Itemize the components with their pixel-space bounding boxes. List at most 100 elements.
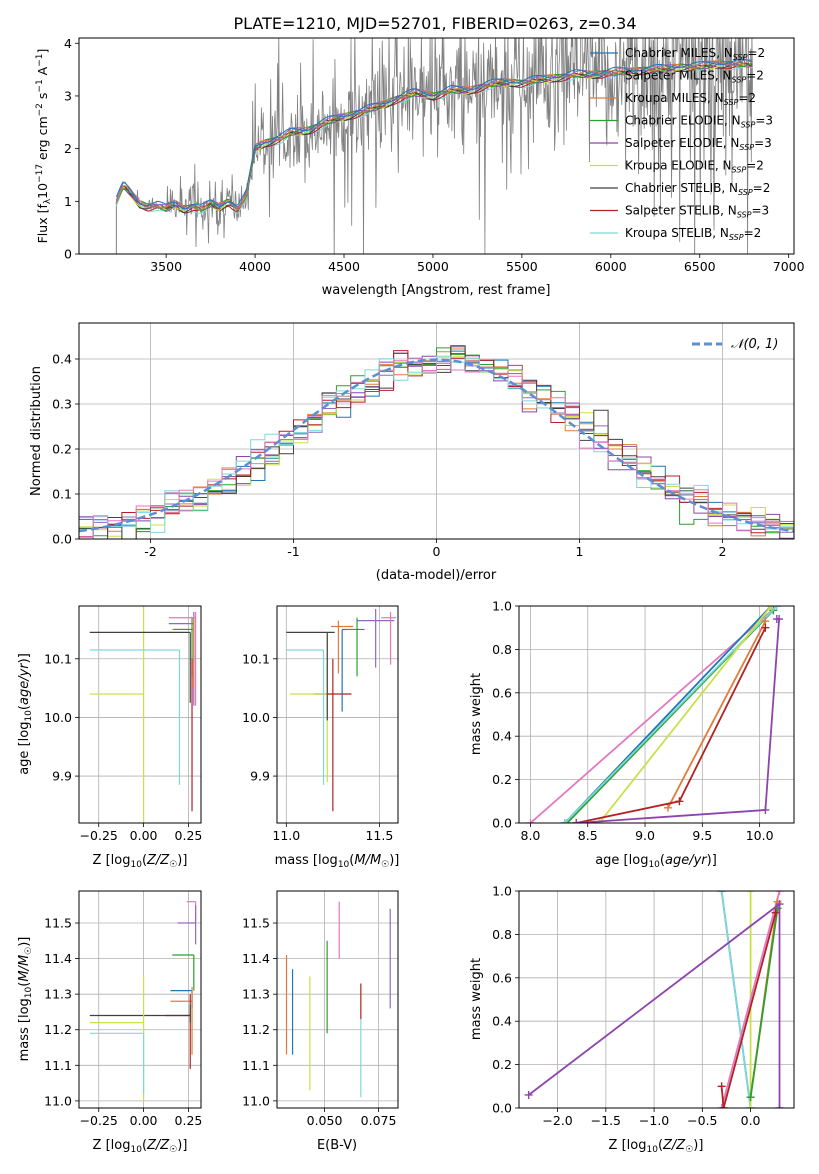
y-tick-label: 0.6 — [492, 970, 512, 985]
y-tick-label: 1 — [64, 194, 72, 209]
y-tick-label: 10.1 — [242, 651, 270, 666]
model-spectrum-chabrier-stelib — [115, 62, 753, 214]
x-tick-label: 9.5 — [692, 828, 712, 843]
x-tick-label: 11.0 — [272, 828, 300, 843]
y-tick-label: 10.0 — [44, 710, 72, 725]
mass-weight-marker — [746, 891, 755, 895]
legend-label: Salpeter MILES, NSSP=2 — [625, 69, 764, 85]
x-tick-label: 5500 — [506, 259, 538, 274]
y-tick-label: 10.0 — [242, 710, 270, 725]
mass-weight-marker — [719, 1104, 728, 1108]
x-tick-label: −2.0 — [542, 1113, 572, 1128]
y-tick-label: 0.8 — [492, 642, 512, 657]
mass-weight-marker — [746, 1104, 755, 1108]
mass-weight-marker — [775, 1104, 784, 1108]
mass-weight-marker — [560, 819, 569, 823]
mass-weight-marker — [572, 819, 581, 823]
legend-label: Kroupa ELODIE, NSSP=2 — [625, 159, 764, 175]
x-tick-label: -1 — [287, 544, 299, 559]
normal-legend-label: 𝒩(0, 1) — [731, 337, 778, 352]
mass-weight-marker — [775, 891, 784, 895]
y-tick-label: 0.8 — [492, 927, 512, 942]
weight-vs-z-xlabel: Z [log10(Z/Z☉)] — [609, 1138, 704, 1155]
y-tick-label: 11.0 — [242, 1093, 270, 1108]
residuals-ylabel: Normed distribution — [29, 366, 44, 496]
weight-vs-age-ylabel: mass weight — [469, 673, 484, 755]
mass-weight-marker — [524, 1090, 533, 1099]
weight-vs-age-panel: 8.0 8.5 9.0 9.5 10.0 0.0 0.2 0.4 0.6 0.8 1.0 age [… — [469, 599, 795, 870]
x-tick-label: 0.25 — [175, 1113, 203, 1128]
y-tick-label: 11.1 — [44, 1058, 72, 1073]
x-tick-label: −1.0 — [639, 1113, 669, 1128]
y-tick-label: 11.4 — [242, 951, 270, 966]
x-tick-label: 0.075 — [361, 1113, 397, 1128]
x-tick-label: 5000 — [417, 259, 449, 274]
y-tick-label: 0.2 — [492, 772, 512, 787]
spectrum-xlabel: wavelength [Angstrom, rest frame] — [322, 283, 551, 298]
x-tick-label: 2 — [719, 544, 727, 559]
y-tick-label: 0.0 — [492, 816, 512, 831]
x-tick-label: 0.25 — [175, 828, 203, 843]
x-tick-label: -2 — [144, 544, 156, 559]
mass-weight-line-pink — [720, 891, 781, 1108]
mass-weight-marker — [717, 1082, 726, 1091]
y-tick-label: 9.9 — [52, 769, 72, 784]
y-tick-label: 0.6 — [492, 685, 512, 700]
model-spectrum-salpeter-stelib — [115, 63, 753, 214]
age-vs-z-xlabel: Z [log10(Z/Z☉)] — [93, 853, 188, 870]
age-vs-mass-panel: 11.0 11.5 9.9 10.0 10.1 mass [log10(M/M☉)] — [242, 605, 399, 870]
y-tick-label: 0.2 — [52, 442, 72, 457]
y-tick-label: 10.1 — [44, 651, 72, 666]
mass-weight-marker — [717, 891, 726, 895]
figure-title: PLATE=1210, MJD=52701, FIBERID=0263, z=0… — [233, 14, 636, 33]
x-tick-label: 0.00 — [130, 1113, 158, 1128]
residuals-xlabel: (data-model)/error — [376, 568, 497, 583]
y-tick-label: 0.0 — [52, 532, 72, 547]
mass-weight-marker — [761, 805, 770, 814]
mass-weight-marker — [761, 623, 770, 632]
x-tick-label: 3500 — [150, 259, 182, 274]
mass-vs-ebv-panel: 0.050 0.075 11.0 11.1 11.2 11.3 11.4 11.5 E(B-V… — [242, 890, 399, 1153]
mass-weight-marker — [771, 908, 780, 917]
y-tick-label: 3 — [64, 88, 72, 103]
x-tick-label: −0.25 — [80, 1113, 118, 1128]
x-tick-label: 0 — [433, 544, 441, 559]
y-tick-label: 0.2 — [492, 1057, 512, 1072]
y-tick-label: 11.5 — [242, 916, 270, 931]
y-tick-label: 11.3 — [44, 987, 72, 1002]
x-tick-label: 1 — [576, 544, 584, 559]
model-spectrum-chabrier-miles — [115, 58, 753, 210]
normal-distribution-curve — [79, 358, 794, 533]
y-tick-label: 0.4 — [52, 352, 72, 367]
x-tick-label: 0.00 — [130, 828, 158, 843]
y-tick-label: 0.4 — [492, 1014, 512, 1029]
y-tick-label: 11.2 — [44, 1022, 72, 1037]
mass-vs-z-panel: −0.25 0.00 0.25 11.0 11.1 11.2 11.3 11.4 11.5 Z … — [17, 890, 203, 1155]
y-tick-label: 11.5 — [44, 916, 72, 931]
weight-vs-z-ylabel: mass weight — [469, 958, 484, 1040]
mass-weight-line-salpeter-stelib — [720, 912, 777, 1108]
legend-label: Chabrier ELODIE, NSSP=3 — [625, 114, 773, 130]
y-tick-label: 9.9 — [250, 769, 270, 784]
legend-label: Salpeter ELODIE, NSSP=3 — [625, 136, 772, 152]
mass-weight-marker — [526, 819, 535, 823]
y-tick-label: 0 — [64, 247, 72, 262]
x-tick-label: 4000 — [239, 259, 271, 274]
x-tick-label: 6500 — [684, 259, 716, 274]
spectrum-ylabel: Flux [fλ10−17 erg cm−2 s−1 A−1] — [35, 49, 53, 244]
y-tick-label: 11.4 — [44, 951, 72, 966]
weight-vs-age-xlabel: age [log10(age/yr)] — [595, 853, 717, 870]
x-tick-label: 8.5 — [578, 828, 598, 843]
mass-weight-line-salpeter-stelib — [576, 627, 767, 823]
x-tick-label: 7000 — [773, 259, 805, 274]
legend-label: Kroupa MILES, NSSP=2 — [625, 91, 756, 107]
x-tick-label: −1.5 — [591, 1113, 621, 1128]
mass-weight-line-kroupa-miles — [667, 620, 767, 809]
y-tick-label: 11.3 — [242, 987, 270, 1002]
x-tick-label: 4500 — [328, 259, 360, 274]
y-tick-label: 11.1 — [242, 1058, 270, 1073]
x-tick-label: −0.5 — [687, 1113, 717, 1128]
mass-weight-marker — [717, 1104, 726, 1108]
x-tick-label: 0.050 — [307, 1113, 343, 1128]
